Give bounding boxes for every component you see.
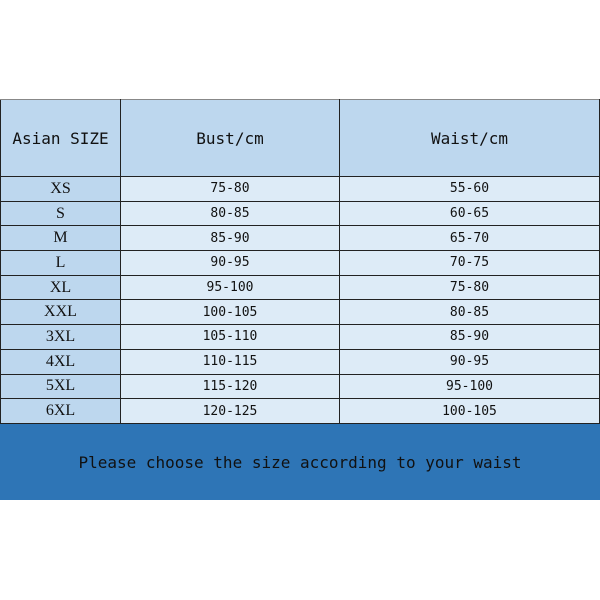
table-row: 4XL 110-115 90-95	[0, 348, 600, 375]
cell-bust: 100-105	[120, 299, 340, 326]
cell-size: XS	[0, 176, 121, 202]
cell-waist: 70-75	[339, 250, 600, 276]
cell-waist: 75-80	[339, 274, 600, 301]
header-size: Asian SIZE	[0, 99, 121, 177]
cell-bust: 85-90	[120, 225, 340, 252]
header-row: Asian SIZE Bust/cm Waist/cm	[0, 99, 600, 177]
cell-size: 6XL	[0, 398, 121, 424]
cell-size: XL	[0, 274, 121, 301]
cell-size: 4XL	[0, 348, 121, 375]
cell-size: 5XL	[0, 373, 121, 400]
cell-size: 3XL	[0, 324, 121, 350]
cell-waist: 100-105	[339, 398, 600, 424]
table-row: 6XL 120-125 100-105	[0, 398, 600, 424]
table-row: XS 75-80 55-60	[0, 176, 600, 202]
table-row: M 85-90 65-70	[0, 225, 600, 252]
cell-waist: 65-70	[339, 225, 600, 252]
cell-bust: 90-95	[120, 250, 340, 276]
cell-bust: 115-120	[120, 373, 340, 400]
size-advice-banner: Please choose the size according to your…	[0, 424, 600, 500]
cell-bust: 95-100	[120, 274, 340, 301]
cell-waist: 60-65	[339, 200, 600, 227]
cell-waist: 55-60	[339, 176, 600, 202]
cell-bust: 75-80	[120, 176, 340, 202]
table-row: XL 95-100 75-80	[0, 274, 600, 301]
cell-waist: 95-100	[339, 373, 600, 400]
cell-waist: 80-85	[339, 299, 600, 326]
size-chart-table: Asian SIZE Bust/cm Waist/cm XS 75-80 55-60…	[0, 99, 600, 424]
cell-size: M	[0, 225, 121, 252]
cell-size: L	[0, 250, 121, 276]
header-bust: Bust/cm	[120, 99, 340, 177]
cell-bust: 120-125	[120, 398, 340, 424]
table-row: S 80-85 60-65	[0, 200, 600, 227]
table-row: 3XL 105-110 85-90	[0, 324, 600, 350]
size-advice-text: Please choose the size according to your…	[78, 452, 522, 472]
cell-size: S	[0, 200, 121, 227]
table-row: XXL 100-105 80-85	[0, 299, 600, 326]
cell-size: XXL	[0, 299, 121, 326]
cell-waist: 90-95	[339, 348, 600, 375]
cell-bust: 80-85	[120, 200, 340, 227]
cell-bust: 105-110	[120, 324, 340, 350]
table-row: 5XL 115-120 95-100	[0, 373, 600, 400]
cell-waist: 85-90	[339, 324, 600, 350]
table-row: L 90-95 70-75	[0, 250, 600, 276]
cell-bust: 110-115	[120, 348, 340, 375]
header-waist: Waist/cm	[339, 99, 600, 177]
